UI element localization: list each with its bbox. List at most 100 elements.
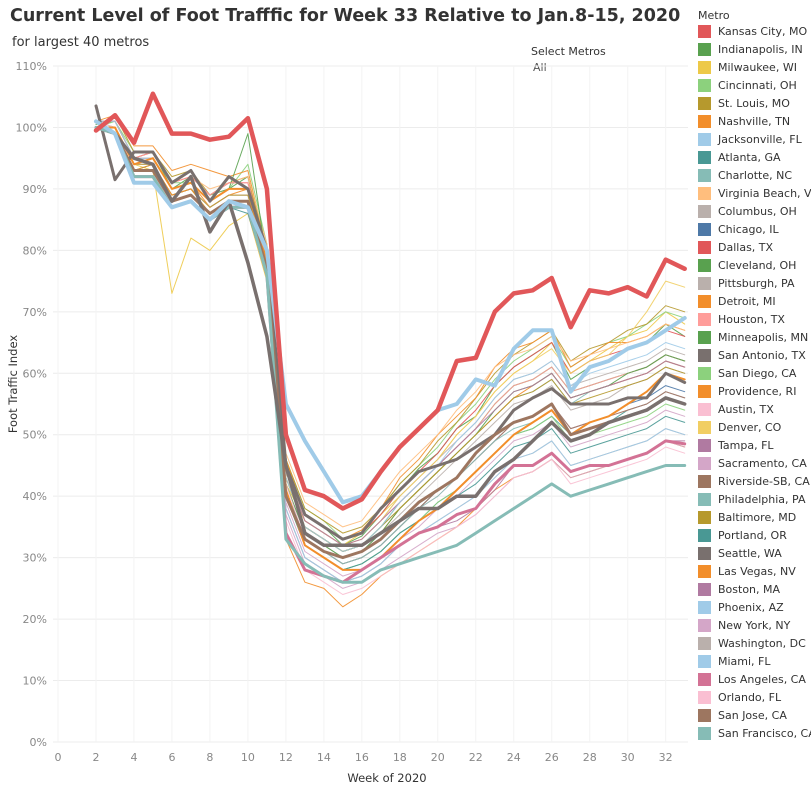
legend-swatch bbox=[698, 564, 711, 578]
legend-item-denver-co[interactable]: Denver, CO bbox=[698, 418, 811, 436]
legend-item-las-vegas-nv[interactable]: Las Vegas, NV bbox=[698, 562, 811, 580]
legend-label: Charlotte, NC bbox=[718, 168, 792, 182]
legend-item-cleveland-oh[interactable]: Cleveland, OH bbox=[698, 256, 811, 274]
legend-label: Denver, CO bbox=[718, 420, 782, 434]
y-tick-label: 20% bbox=[23, 613, 47, 626]
legend-item-washington-dc[interactable]: Washington, DC bbox=[698, 634, 811, 652]
legend-item-phoenix-az[interactable]: Phoenix, AZ bbox=[698, 598, 811, 616]
legend-swatch bbox=[698, 384, 711, 398]
legend-item-sacramento-ca[interactable]: Sacramento, CA bbox=[698, 454, 811, 472]
legend-label: Indianapolis, IN bbox=[718, 42, 803, 56]
series-line-kansas-city-mo[interactable] bbox=[93, 91, 687, 511]
series-line-providence-ri[interactable] bbox=[95, 126, 686, 571]
legend-item-san-francisco-ca[interactable]: San Francisco, CA bbox=[698, 724, 811, 742]
legend-swatch bbox=[698, 168, 711, 182]
legend-swatch bbox=[698, 294, 711, 308]
legend-swatch bbox=[698, 618, 711, 632]
x-tick-label: 0 bbox=[55, 751, 62, 764]
legend-item-orlando-fl[interactable]: Orlando, FL bbox=[698, 688, 811, 706]
x-tick-label: 16 bbox=[355, 751, 369, 764]
legend-item-cincinnati-oh[interactable]: Cincinnati, OH bbox=[698, 76, 811, 94]
legend-item-dallas-tx[interactable]: Dallas, TX bbox=[698, 238, 811, 256]
legend-label: Las Vegas, NV bbox=[718, 564, 796, 578]
legend-label: Virginia Beach, VA bbox=[718, 186, 811, 200]
series-line-miami-fl[interactable] bbox=[95, 120, 686, 583]
series-line-columbus-oh[interactable] bbox=[95, 127, 686, 546]
legend-swatch bbox=[698, 276, 711, 290]
legend-label: Baltimore, MD bbox=[718, 510, 797, 524]
legend-item-new-york-ny[interactable]: New York, NY bbox=[698, 616, 811, 634]
metro-filter[interactable]: Select Metros All bbox=[531, 45, 606, 74]
legend-item-columbus-oh[interactable]: Columbus, OH bbox=[698, 202, 811, 220]
x-tick-label: 2 bbox=[92, 751, 99, 764]
legend-swatch bbox=[698, 222, 711, 236]
legend-item-austin-tx[interactable]: Austin, TX bbox=[698, 400, 811, 418]
series-lines bbox=[93, 91, 687, 608]
y-tick-label: 90% bbox=[23, 183, 47, 196]
series-line-st-louis-mo[interactable] bbox=[95, 114, 686, 534]
legend-label: Milwaukee, WI bbox=[718, 60, 797, 74]
legend-label: San Antonio, TX bbox=[718, 348, 806, 362]
legend-label: Philadelphia, PA bbox=[718, 492, 806, 506]
legend-item-seattle-wa[interactable]: Seattle, WA bbox=[698, 544, 811, 562]
series-line-portland-or[interactable] bbox=[95, 127, 686, 571]
legend-item-miami-fl[interactable]: Miami, FL bbox=[698, 652, 811, 670]
legend-item-philadelphia-pa[interactable]: Philadelphia, PA bbox=[698, 490, 811, 508]
legend: Metro Kansas City, MO Indianapolis, IN Mil… bbox=[698, 9, 811, 742]
series-line-las-vegas-nv[interactable] bbox=[95, 127, 686, 608]
legend-item-charlotte-nc[interactable]: Charlotte, NC bbox=[698, 166, 811, 184]
legend-item-houston-tx[interactable]: Houston, TX bbox=[698, 310, 811, 328]
metro-filter-value[interactable]: All bbox=[533, 61, 547, 74]
legend-item-chicago-il[interactable]: Chicago, IL bbox=[698, 220, 811, 238]
legend-item-providence-ri[interactable]: Providence, RI bbox=[698, 382, 811, 400]
legend-item-st-louis-mo[interactable]: St. Louis, MO bbox=[698, 94, 811, 112]
legend-item-san-antonio-tx[interactable]: San Antonio, TX bbox=[698, 346, 811, 364]
legend-item-pittsburgh-pa[interactable]: Pittsburgh, PA bbox=[698, 274, 811, 292]
series-line-san-antonio-tx[interactable] bbox=[94, 104, 687, 541]
legend-item-riverside-sb-ca[interactable]: Riverside-SB, CA bbox=[698, 472, 811, 490]
legend-swatch bbox=[698, 78, 711, 92]
legend-swatch bbox=[698, 312, 711, 326]
legend-item-atlanta-ga[interactable]: Atlanta, GA bbox=[698, 148, 811, 166]
series-line-virginia-beach-va[interactable] bbox=[95, 120, 686, 528]
series-line-san-jose-ca[interactable] bbox=[94, 126, 687, 560]
series-line-san-diego-ca[interactable] bbox=[95, 127, 686, 571]
y-axis-ticks: 0% 10% 20% 30% 40% 50% 60% 70% 80% 90% 100% 110% bbox=[16, 60, 47, 749]
legend-label: Houston, TX bbox=[718, 312, 785, 326]
legend-label: New York, NY bbox=[718, 618, 791, 632]
legend-item-tampa-fl[interactable]: Tampa, FL bbox=[698, 436, 811, 454]
legend-item-los-angeles-ca[interactable]: Los Angeles, CA bbox=[698, 670, 811, 688]
legend-item-kansas-city-mo[interactable]: Kansas City, MO bbox=[698, 22, 811, 40]
series-line-baltimore-md[interactable] bbox=[95, 127, 686, 552]
legend-swatch bbox=[698, 726, 711, 740]
legend-item-nashville-tn[interactable]: Nashville, TN bbox=[698, 112, 811, 130]
x-tick-label: 10 bbox=[241, 751, 255, 764]
legend-item-baltimore-md[interactable]: Baltimore, MD bbox=[698, 508, 811, 526]
legend-item-portland-or[interactable]: Portland, OR bbox=[698, 526, 811, 544]
legend-label: Sacramento, CA bbox=[718, 456, 807, 470]
legend-label: Cincinnati, OH bbox=[718, 78, 797, 92]
legend-swatch bbox=[698, 582, 711, 596]
legend-item-minneapolis-mn[interactable]: Minneapolis, MN bbox=[698, 328, 811, 346]
legend-swatch bbox=[698, 474, 711, 488]
x-tick-label: 14 bbox=[317, 751, 331, 764]
series-line-atlanta-ga[interactable] bbox=[95, 127, 686, 571]
y-tick-label: 30% bbox=[23, 552, 47, 565]
legend-item-boston-ma[interactable]: Boston, MA bbox=[698, 580, 811, 598]
legend-swatch bbox=[698, 96, 711, 110]
legend-label: Boston, MA bbox=[718, 582, 781, 596]
x-tick-label: 32 bbox=[659, 751, 673, 764]
legend-item-indianapolis-in[interactable]: Indianapolis, IN bbox=[698, 40, 811, 58]
series-line-nashville-tn[interactable] bbox=[95, 114, 686, 540]
series-line-seattle-wa[interactable] bbox=[94, 119, 687, 548]
legend-item-detroit-mi[interactable]: Detroit, MI bbox=[698, 292, 811, 310]
y-tick-label: 40% bbox=[23, 490, 47, 503]
legend-item-jacksonville-fl[interactable]: Jacksonville, FL bbox=[698, 130, 811, 148]
x-tick-label: 6 bbox=[168, 751, 175, 764]
legend-label: Orlando, FL bbox=[718, 690, 782, 704]
legend-item-san-jose-ca[interactable]: San Jose, CA bbox=[698, 706, 811, 724]
legend-item-virginia-beach-va[interactable]: Virginia Beach, VA bbox=[698, 184, 811, 202]
legend-swatch bbox=[698, 348, 711, 362]
legend-item-milwaukee-wi[interactable]: Milwaukee, WI bbox=[698, 58, 811, 76]
legend-item-san-diego-ca[interactable]: San Diego, CA bbox=[698, 364, 811, 382]
